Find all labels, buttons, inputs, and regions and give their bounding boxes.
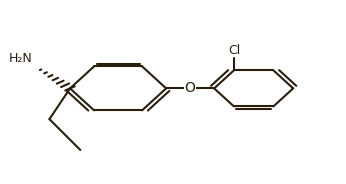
Text: Cl: Cl	[228, 44, 240, 57]
Text: O: O	[185, 81, 195, 95]
Text: H₂N: H₂N	[9, 52, 32, 65]
